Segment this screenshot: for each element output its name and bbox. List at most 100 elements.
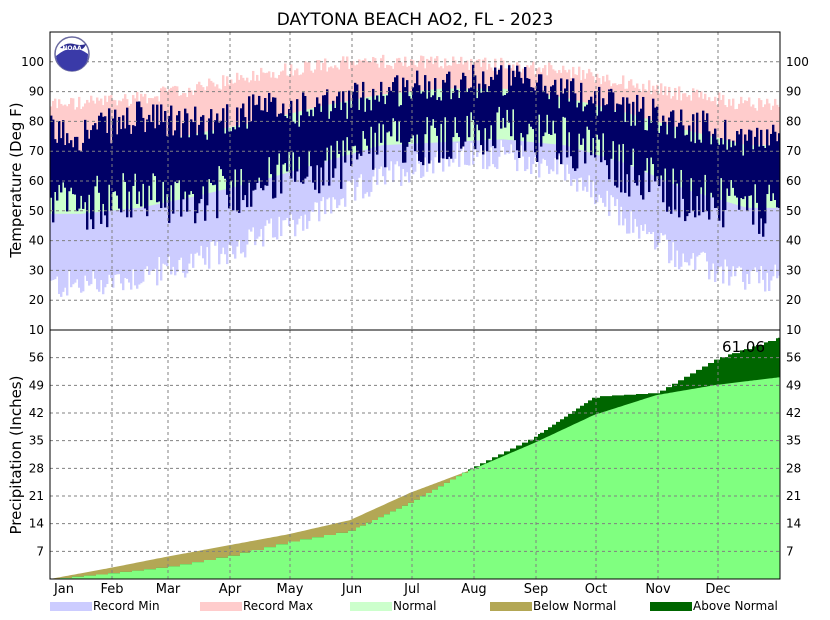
observed-bar <box>508 65 511 123</box>
observed-bar <box>540 74 543 147</box>
record-min-bar <box>154 173 157 269</box>
observed-bar <box>386 95 389 133</box>
record-min-bar <box>582 126 585 191</box>
record-max-bar <box>698 97 701 164</box>
observed-bar <box>694 143 697 218</box>
observed-bar <box>528 78 531 124</box>
record-min-bar <box>330 131 333 214</box>
observed-bar <box>608 89 611 180</box>
observed-bar <box>466 92 469 116</box>
record-min-bar <box>270 147 273 219</box>
observed-bar <box>486 91 489 152</box>
record-min-bar <box>56 182 59 277</box>
observed-bar <box>688 125 691 214</box>
record-min-bar <box>200 163 203 246</box>
observed-bar <box>380 81 383 143</box>
record-max-bar <box>700 91 703 164</box>
observed-bar <box>316 97 319 166</box>
observed-bar <box>554 79 557 134</box>
record-min-bar <box>310 136 313 212</box>
record-min-bar <box>78 182 81 288</box>
record-max-bar <box>400 62 403 119</box>
record-max-bar <box>634 87 637 142</box>
observed-bar <box>564 88 567 118</box>
observed-bar <box>336 96 339 141</box>
record-min-bar <box>712 167 715 264</box>
record-max-bar <box>366 61 369 124</box>
record-min-bar <box>730 172 733 277</box>
record-min-bar <box>202 163 205 259</box>
observed-bar <box>658 132 661 187</box>
observed-bar <box>202 115 205 187</box>
observed-bar <box>282 103 285 165</box>
record-min-bar <box>288 143 291 226</box>
observed-bar <box>600 111 603 163</box>
precipitation-axis-label: Precipitation (Inches) <box>7 376 25 535</box>
month-label: Jul <box>403 582 420 597</box>
record-min-bar <box>110 179 113 278</box>
observed-bar <box>242 103 245 201</box>
record-min-bar <box>284 144 287 221</box>
observed-bar <box>734 145 737 196</box>
observed-bar <box>450 99 453 159</box>
record-max-bar <box>320 70 323 135</box>
record-max-bar <box>234 82 237 157</box>
record-min-bar <box>656 149 659 248</box>
temperature-tick-label-left: 50 <box>29 204 44 218</box>
record-min-bar <box>114 178 117 275</box>
record-min-bar <box>382 119 385 177</box>
temperature-tick-label-left: 30 <box>29 263 44 277</box>
record-min-bar <box>82 182 85 292</box>
normal-bar <box>506 89 509 140</box>
precipitation-tick-label-left: 21 <box>29 489 44 503</box>
record-min-bar <box>118 178 121 275</box>
temperature-tick-label-right: 80 <box>786 114 801 128</box>
record-max-bar <box>294 70 297 142</box>
record-min-bar <box>100 180 103 281</box>
record-max-bar <box>728 99 731 172</box>
observed-bar <box>522 83 525 138</box>
record-min-bar <box>218 159 221 265</box>
observed-bar <box>130 133 133 218</box>
observed-bar <box>378 101 381 124</box>
observed-bar <box>128 124 131 192</box>
observed-bar <box>376 95 379 155</box>
observed-bar <box>616 103 619 188</box>
observed-bar <box>356 84 359 160</box>
observed-bar <box>248 96 251 183</box>
observed-bar <box>194 106 197 224</box>
record-max-bar <box>666 95 669 153</box>
observed-bar <box>410 98 413 139</box>
record-min-bar <box>176 168 179 272</box>
observed-bar <box>690 141 693 179</box>
record-min-bar <box>244 154 247 258</box>
record-max-bar <box>752 104 755 177</box>
record-min-bar <box>714 167 717 282</box>
observed-bar <box>768 145 771 185</box>
record-min-bar <box>122 178 125 291</box>
record-max-bar <box>476 59 479 115</box>
observed-bar <box>718 144 721 221</box>
record-max-bar <box>690 100 693 162</box>
observed-bar <box>204 134 207 221</box>
observed-bar <box>430 97 433 126</box>
observed-bar <box>318 103 321 194</box>
observed-bar <box>88 138 91 195</box>
observed-bar <box>384 104 387 168</box>
record-min-bar <box>586 127 589 192</box>
observed-bar <box>136 101 139 204</box>
record-min-bar <box>76 182 79 280</box>
month-label: Dec <box>705 582 730 597</box>
observed-bar <box>706 113 709 212</box>
record-min-bar <box>286 143 289 218</box>
record-min-bar <box>768 176 771 291</box>
record-max-bar <box>246 77 249 154</box>
observed-bar <box>262 110 265 191</box>
observed-bar <box>134 126 137 174</box>
record-max-bar <box>644 89 647 145</box>
record-max-bar <box>78 96 81 183</box>
observed-bar <box>340 109 343 189</box>
observed-bar <box>462 72 465 147</box>
observed-bar <box>298 126 301 157</box>
record-min-bar <box>58 182 61 294</box>
